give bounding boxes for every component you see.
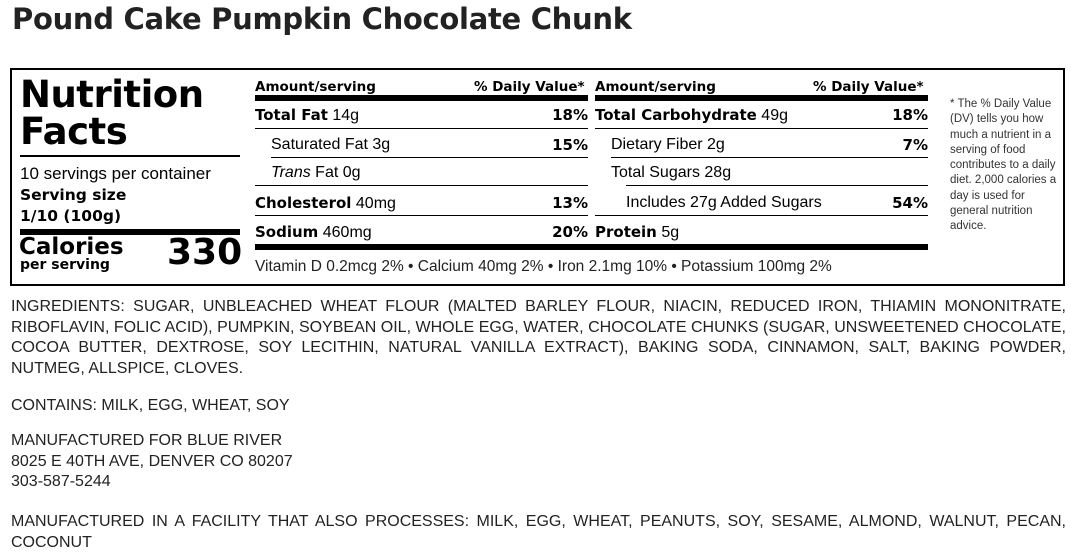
dietary-fiber-dv: 7% (902, 136, 928, 154)
nutrient-amount: 14g (332, 107, 360, 124)
row-divider (255, 185, 588, 186)
row-divider (255, 215, 588, 216)
serving-size-value: 1/10 (100g) (20, 207, 122, 225)
nutrient-amount: 5g (661, 224, 680, 241)
servings-per-container: 10 servings per container (20, 164, 211, 183)
vitamins-minerals: Vitamin D 0.2mcg 2% • Calcium 40mg 2% • … (255, 258, 832, 275)
row-divider (611, 157, 928, 158)
nutrient-name: Sodium (255, 223, 319, 241)
sodium-row: Sodium 460mg (255, 223, 372, 242)
nutrient-name: Cholesterol (255, 194, 352, 212)
total-fat-row: Total Fat 14g (255, 106, 359, 125)
left-col-header-amount: Amount/serving (255, 79, 376, 95)
manufacturer-line1: MANUFACTURED FOR BLUE RIVER (11, 432, 283, 449)
total-carbohydrate-row: Total Carbohydrate 49g (595, 106, 788, 125)
nutrient-name: Includes 27g Added Sugars (626, 194, 822, 211)
nutrient-amount: 2g (707, 136, 725, 153)
sodium-dv: 20% (552, 223, 588, 241)
dietary-fiber-row: Dietary Fiber 2g (611, 136, 725, 154)
nutrient-name: Protein (595, 223, 657, 241)
left-header-rule (255, 95, 588, 101)
row-divider (626, 185, 928, 186)
thick-divider (20, 229, 240, 235)
trans-fat-row: Trans Fat 0g (271, 164, 361, 182)
heading-line2: Facts (20, 110, 128, 153)
total-sugars-row: Total Sugars 28g (611, 164, 731, 182)
nutrient-name: Total Sugars (611, 164, 700, 181)
protein-row: Protein 5g (595, 223, 679, 242)
calories-value: 330 (167, 232, 243, 273)
nutrition-facts-panel: Nutrition Facts 10 servings per containe… (10, 68, 1065, 286)
left-col-header-dv: % Daily Value* (474, 79, 585, 95)
calories-label: Calories (19, 234, 124, 260)
cholesterol-row: Cholesterol 40mg (255, 194, 396, 213)
nutrient-amount: 28g (704, 164, 732, 181)
daily-value-footnote: * The % Daily Value (DV) tells you how m… (950, 98, 1057, 233)
nutrient-amount: 3g (372, 136, 391, 153)
nutrient-amount: 40mg (355, 195, 396, 212)
total-carbohydrate-dv: 18% (892, 106, 928, 124)
contains-allergens: CONTAINS: MILK, EGG, WHEAT, SOY (11, 397, 290, 414)
row-divider (271, 157, 588, 158)
divider (20, 155, 240, 157)
nutrient-amount: 0g (342, 164, 361, 181)
nutrient-amount: 49g (761, 107, 788, 124)
right-col-header-dv: % Daily Value* (813, 79, 924, 95)
total-fat-dv: 18% (552, 106, 588, 124)
calories-sub: per serving (20, 257, 110, 273)
heading-line1: Nutrition (20, 73, 204, 116)
right-col-header-amount: Amount/serving (595, 79, 716, 95)
nutrient-name: Saturated Fat (271, 136, 368, 153)
manufacturer-address: 8025 E 40TH AVE, DENVER CO 80207 (11, 452, 293, 470)
cholesterol-dv: 13% (552, 194, 588, 212)
manufacturer-block: MANUFACTURED FOR BLUE RIVER 8025 E 40TH … (11, 431, 1066, 493)
ingredients-text: INGREDIENTS: SUGAR, UNBLEACHED WHEAT FLO… (11, 298, 1066, 377)
vitamins-rule (255, 244, 928, 250)
added-sugars-dv: 54% (892, 194, 928, 212)
product-title: Pound Cake Pumpkin Chocolate Chunk (12, 2, 632, 36)
nutrient-name: Total Carbohydrate (595, 106, 757, 124)
nutrient-name: Dietary Fiber (611, 136, 703, 153)
facility-statement: MANUFACTURED IN A FACILITY THAT ALSO PRO… (11, 513, 1066, 551)
saturated-fat-dv: 15% (552, 136, 588, 154)
added-sugars-row: Includes 27g Added Sugars (626, 194, 822, 212)
nutrient-name: Total Fat (255, 106, 328, 124)
row-divider (595, 128, 928, 129)
nutrition-facts-heading: Nutrition Facts (20, 76, 204, 150)
nutrient-name-italic: Trans (271, 164, 311, 181)
nutrient-amount: 460mg (322, 224, 372, 241)
saturated-fat-row: Saturated Fat 3g (271, 136, 390, 154)
serving-size-label: Serving size (20, 186, 127, 204)
row-divider (255, 128, 588, 129)
row-divider (595, 215, 928, 216)
right-header-rule (595, 95, 928, 101)
manufacturer-phone: 303-587-5244 (11, 473, 111, 491)
nutrient-name: Fat (315, 164, 339, 181)
